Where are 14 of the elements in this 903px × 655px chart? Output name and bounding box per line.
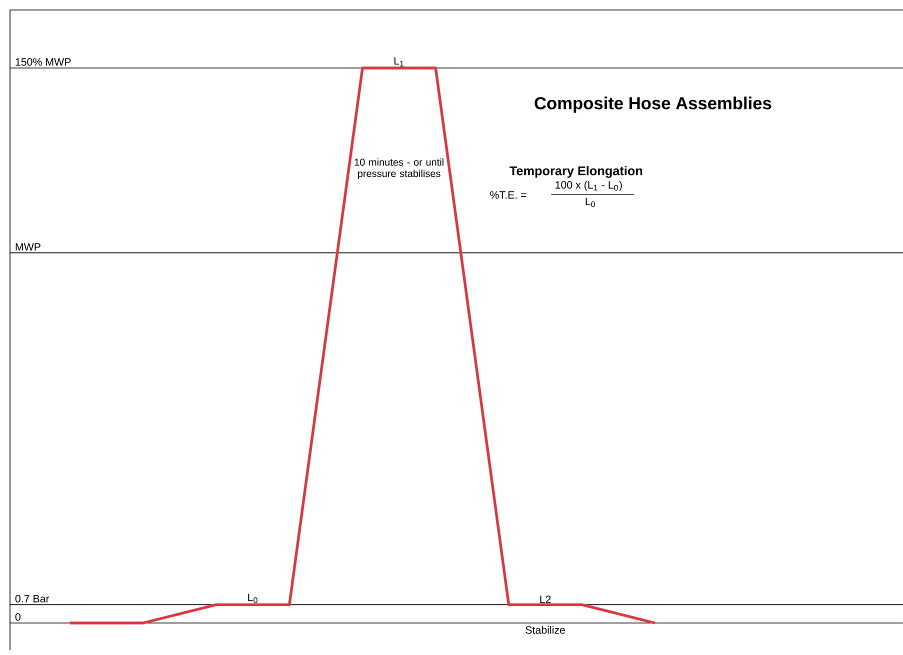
annotation: %T.E. =: [490, 191, 526, 199]
text: L$_{1}$: [394, 57, 404, 66]
text: Composite Hose Assemblies: [534, 96, 772, 113]
ref-line-label: 0.7 Bar: [15, 594, 50, 602]
annotation: L2: [540, 596, 551, 604]
annotation: L$_{0}$: [248, 594, 258, 604]
annotation: 100 x (L$_{1}$ - L$_{0}$): [556, 180, 622, 191]
annotation: 10 minutes - or until pressure stabilises: [354, 158, 444, 180]
annotation: Temporary Elongation: [510, 166, 642, 178]
ref-line-label: 0: [15, 613, 20, 621]
annotation: L$_{0}$: [586, 198, 595, 208]
ref-line-label: 150% MWP: [16, 58, 71, 66]
ref-line-label: MWP: [16, 243, 40, 251]
text: Stabilize: [526, 626, 565, 634]
